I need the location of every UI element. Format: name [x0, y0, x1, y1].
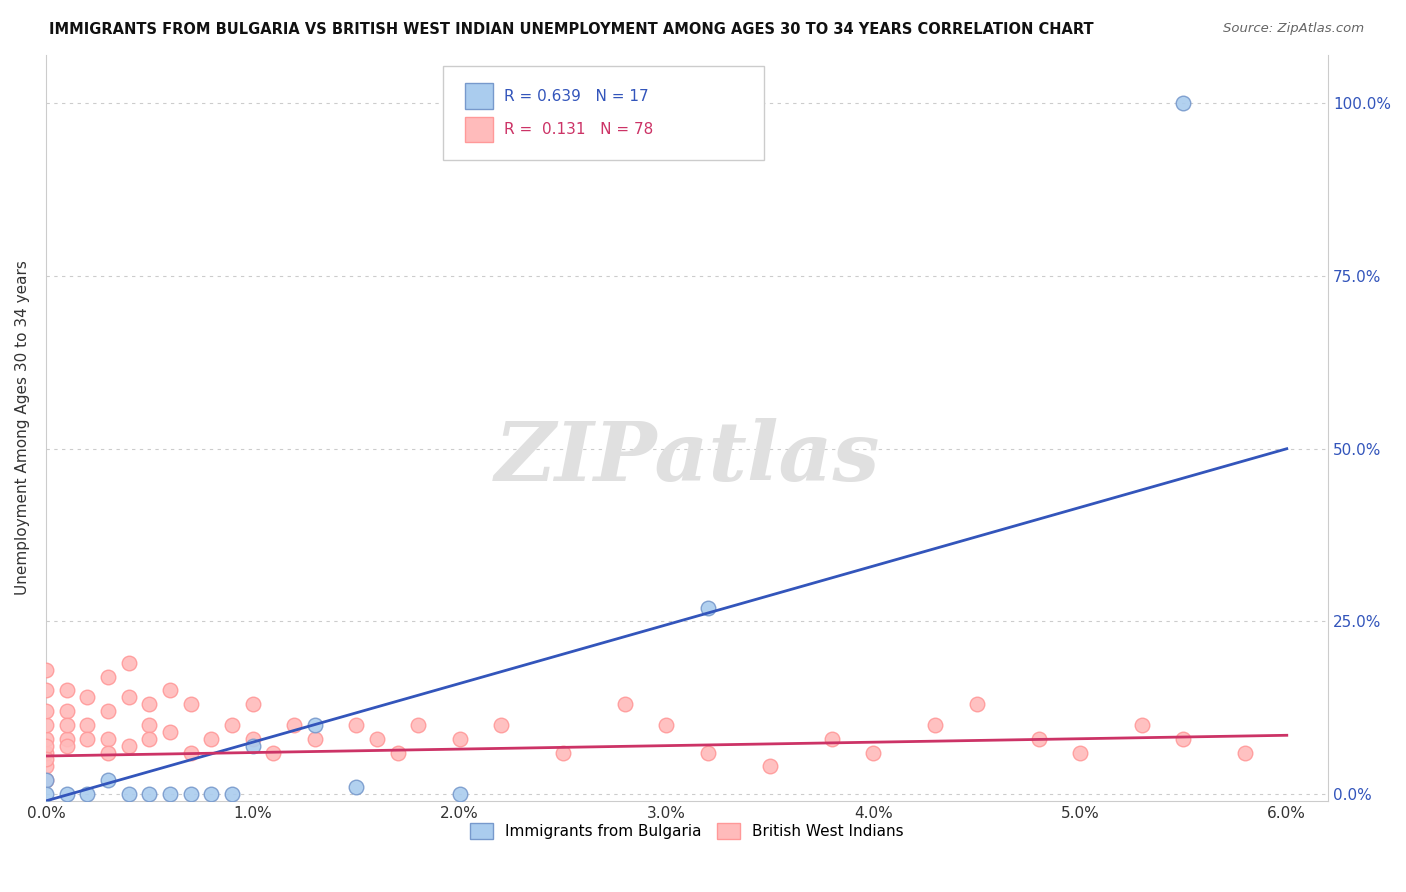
- Point: [304, 731, 326, 746]
- Point: [35, 759, 58, 773]
- Point: [55, 731, 77, 746]
- Point: [35, 704, 58, 718]
- Point: [242, 739, 264, 753]
- Legend: Immigrants from Bulgaria, British West Indians: Immigrants from Bulgaria, British West I…: [464, 817, 910, 846]
- Point: [406, 718, 429, 732]
- Point: [35, 718, 58, 732]
- Bar: [465, 84, 494, 109]
- Text: ZIPatlas: ZIPatlas: [495, 417, 880, 498]
- Point: [180, 697, 202, 711]
- Point: [1028, 731, 1050, 746]
- Point: [344, 780, 367, 794]
- Point: [387, 746, 409, 760]
- Point: [449, 787, 471, 801]
- Point: [35, 663, 58, 677]
- Point: [118, 787, 141, 801]
- Point: [55, 787, 77, 801]
- FancyBboxPatch shape: [443, 66, 763, 160]
- Point: [1173, 731, 1195, 746]
- Point: [966, 697, 988, 711]
- Point: [118, 690, 141, 705]
- Point: [35, 683, 58, 698]
- Point: [118, 656, 141, 670]
- Point: [1130, 718, 1153, 732]
- Point: [180, 746, 202, 760]
- Point: [489, 718, 512, 732]
- Point: [159, 724, 181, 739]
- Point: [200, 731, 222, 746]
- Text: R = 0.639   N = 17: R = 0.639 N = 17: [503, 88, 648, 103]
- Point: [262, 746, 284, 760]
- Point: [200, 787, 222, 801]
- Point: [242, 731, 264, 746]
- Point: [614, 697, 637, 711]
- Point: [35, 739, 58, 753]
- Point: [696, 746, 718, 760]
- Point: [180, 787, 202, 801]
- Point: [35, 746, 58, 760]
- Point: [366, 731, 388, 746]
- Point: [283, 718, 305, 732]
- Point: [97, 746, 120, 760]
- Point: [551, 746, 574, 760]
- Point: [1069, 746, 1091, 760]
- Point: [97, 773, 120, 788]
- Point: [76, 718, 98, 732]
- Point: [76, 690, 98, 705]
- Text: Source: ZipAtlas.com: Source: ZipAtlas.com: [1223, 22, 1364, 36]
- Point: [138, 731, 160, 746]
- Bar: [465, 117, 494, 143]
- Point: [344, 718, 367, 732]
- Point: [862, 746, 884, 760]
- Point: [35, 752, 58, 766]
- Point: [221, 787, 243, 801]
- Y-axis label: Unemployment Among Ages 30 to 34 years: Unemployment Among Ages 30 to 34 years: [15, 260, 30, 596]
- Point: [449, 731, 471, 746]
- Text: IMMIGRANTS FROM BULGARIA VS BRITISH WEST INDIAN UNEMPLOYMENT AMONG AGES 30 TO 34: IMMIGRANTS FROM BULGARIA VS BRITISH WEST…: [49, 22, 1094, 37]
- Point: [159, 683, 181, 698]
- Point: [655, 718, 678, 732]
- Point: [924, 718, 946, 732]
- Point: [55, 704, 77, 718]
- Point: [138, 787, 160, 801]
- Point: [97, 670, 120, 684]
- Point: [696, 600, 718, 615]
- Point: [304, 718, 326, 732]
- Point: [138, 718, 160, 732]
- Point: [1173, 96, 1195, 111]
- Point: [242, 697, 264, 711]
- Point: [35, 773, 58, 788]
- Point: [55, 739, 77, 753]
- Point: [1234, 746, 1257, 760]
- Point: [118, 739, 141, 753]
- Point: [55, 683, 77, 698]
- Point: [138, 697, 160, 711]
- Point: [821, 731, 844, 746]
- Point: [159, 787, 181, 801]
- Point: [758, 759, 780, 773]
- Point: [55, 718, 77, 732]
- Point: [35, 773, 58, 788]
- Point: [97, 731, 120, 746]
- Point: [221, 718, 243, 732]
- Point: [76, 787, 98, 801]
- Point: [97, 704, 120, 718]
- Point: [35, 731, 58, 746]
- Point: [35, 787, 58, 801]
- Point: [76, 731, 98, 746]
- Text: R =  0.131   N = 78: R = 0.131 N = 78: [503, 122, 652, 137]
